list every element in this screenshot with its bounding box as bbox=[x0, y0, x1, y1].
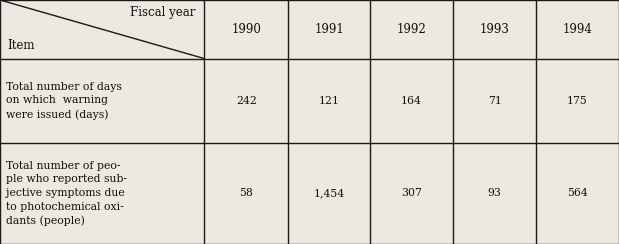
Text: 1994: 1994 bbox=[563, 23, 592, 36]
Text: 1992: 1992 bbox=[397, 23, 426, 36]
Text: 58: 58 bbox=[240, 188, 253, 198]
Text: 564: 564 bbox=[567, 188, 588, 198]
Text: Fiscal year: Fiscal year bbox=[129, 6, 195, 19]
Text: 93: 93 bbox=[488, 188, 501, 198]
Text: Item: Item bbox=[7, 40, 35, 52]
Text: 307: 307 bbox=[401, 188, 422, 198]
Text: 1990: 1990 bbox=[232, 23, 261, 36]
Text: 1,454: 1,454 bbox=[314, 188, 345, 198]
Text: Total number of days
on which  warning
were issued (days): Total number of days on which warning we… bbox=[6, 82, 122, 120]
Text: Total number of peo-
ple who reported sub-
jective symptoms due
to photochemical: Total number of peo- ple who reported su… bbox=[6, 161, 128, 226]
Text: 175: 175 bbox=[567, 96, 588, 106]
Text: 71: 71 bbox=[488, 96, 501, 106]
Text: 242: 242 bbox=[236, 96, 257, 106]
Text: 1993: 1993 bbox=[480, 23, 509, 36]
Text: 121: 121 bbox=[319, 96, 340, 106]
Text: 164: 164 bbox=[401, 96, 422, 106]
Text: 1991: 1991 bbox=[314, 23, 344, 36]
